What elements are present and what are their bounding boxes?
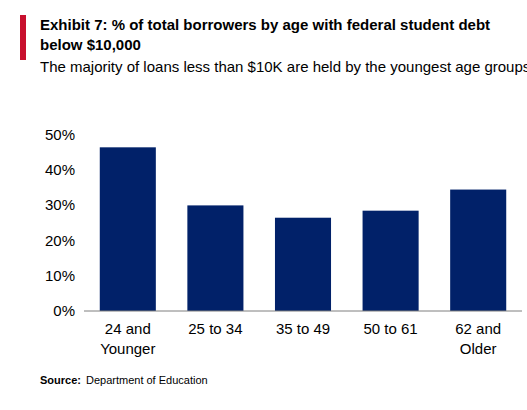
x-tick-label: 62 andOlder <box>455 320 501 357</box>
y-tick-label: 50% <box>45 126 75 143</box>
y-tick-label: 0% <box>53 302 75 319</box>
y-tick-label: 30% <box>45 196 75 213</box>
y-tick-label: 20% <box>45 232 75 249</box>
source: Department of Education <box>86 374 208 386</box>
title-accent <box>20 15 26 60</box>
bar <box>450 190 506 311</box>
subtitle: The majority of loans less than $10K are… <box>40 58 527 75</box>
x-tick-label: 50 to 61 <box>363 320 417 337</box>
x-axis-line <box>84 311 522 312</box>
x-tick-label: 35 to 49 <box>276 320 330 337</box>
source-label: Source: <box>40 374 81 386</box>
bar <box>187 205 243 311</box>
y-tick-label: 10% <box>45 267 75 284</box>
x-tick-label: 24 andYounger <box>100 320 155 357</box>
bar <box>275 218 331 311</box>
title: Exhibit 7: % of total borrowers by age w… <box>40 16 490 53</box>
bars <box>100 147 506 311</box>
bar <box>363 211 419 311</box>
x-tick-label: 25 to 34 <box>188 320 242 337</box>
y-tick-label: 40% <box>45 161 75 178</box>
bar <box>100 147 156 311</box>
chart: Exhibit 7: % of total borrowers by age w… <box>0 0 527 410</box>
